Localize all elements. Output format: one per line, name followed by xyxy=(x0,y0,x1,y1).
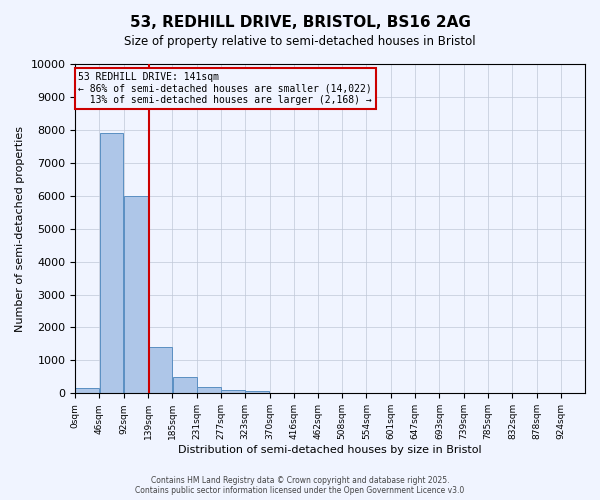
Bar xyxy=(221,390,245,394)
Text: 53, REDHILL DRIVE, BRISTOL, BS16 2AG: 53, REDHILL DRIVE, BRISTOL, BS16 2AG xyxy=(130,15,470,30)
X-axis label: Distribution of semi-detached houses by size in Bristol: Distribution of semi-detached houses by … xyxy=(178,445,482,455)
Bar xyxy=(100,133,124,394)
Text: Contains HM Land Registry data © Crown copyright and database right 2025.
Contai: Contains HM Land Registry data © Crown c… xyxy=(136,476,464,495)
Bar xyxy=(245,392,269,394)
Bar xyxy=(173,377,197,394)
Bar xyxy=(148,347,172,394)
Bar xyxy=(76,388,100,394)
Text: 53 REDHILL DRIVE: 141sqm
← 86% of semi-detached houses are smaller (14,022)
  13: 53 REDHILL DRIVE: 141sqm ← 86% of semi-d… xyxy=(79,72,372,106)
Bar xyxy=(197,387,221,394)
Bar xyxy=(124,196,148,394)
Text: Size of property relative to semi-detached houses in Bristol: Size of property relative to semi-detach… xyxy=(124,35,476,48)
Y-axis label: Number of semi-detached properties: Number of semi-detached properties xyxy=(15,126,25,332)
